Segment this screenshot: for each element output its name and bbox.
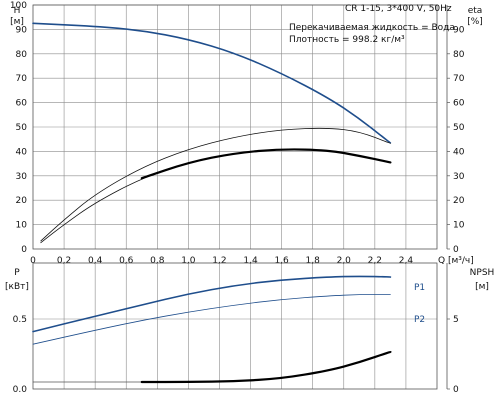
chart-info-density: Плотность = 998.2 кг/м³	[289, 35, 405, 45]
top-y-right-tick-9: 90	[453, 25, 465, 35]
top-y-right-tick-4: 40	[453, 147, 465, 157]
top-y-right-tick-0: 0	[453, 245, 459, 255]
top-plot-frame	[32, 4, 438, 250]
top-y-left-tick-10: 100	[10, 1, 27, 11]
top-y-left-tick-6: 60	[16, 99, 28, 109]
top-x-tick-7: 1,4	[243, 256, 258, 266]
top-y-left-unit: [м]	[10, 17, 24, 27]
top-x-tick-6: 1,2	[212, 256, 226, 266]
top-series-head	[32, 22, 392, 144]
bottom-y-left-label: P	[14, 268, 20, 278]
top-y-left-tick-8: 80	[16, 50, 28, 60]
bottom-plot-frame	[32, 262, 438, 390]
top-y-right-tick-8: 80	[453, 50, 465, 60]
top-series	[32, 22, 392, 244]
series-label-p2: P2	[414, 315, 425, 325]
bottom-y-right-tick-1: 5	[453, 315, 459, 325]
top-y-right-label: eta	[468, 6, 483, 16]
bottom-frame	[32, 262, 448, 390]
top-y-right-tick-7: 70	[453, 74, 465, 84]
bottom-grid	[33, 263, 437, 389]
bottom-y-right-tick-0: 0	[453, 385, 459, 395]
top-y-left-tick-7: 70	[16, 74, 28, 84]
top-y-left-tick-4: 40	[16, 147, 28, 157]
top-x-tick-11: 2,2	[368, 256, 382, 266]
bottom-y-right-unit: [м]	[475, 282, 489, 292]
top-series-eta-bold	[140, 148, 392, 180]
top-y-left-tick-1: 10	[16, 221, 28, 231]
chart-info-model: CR 1-15, 3*400 V, 50Hz	[345, 4, 452, 14]
top-axes: 0 10 20 30 40 50 60 70 80 90 100 0 10 20 30 40 50 60 70 80 9…	[10, 1, 465, 266]
top-x-tick-2: 0,4	[88, 256, 103, 266]
chart-info-liquid: Перекачиваемая жидкость = Вода	[289, 23, 455, 33]
top-y-right-tick-5: 50	[453, 123, 465, 133]
top-y-right-tick-1: 10	[453, 221, 465, 231]
x-axis-label: Q [м³/ч]	[438, 256, 474, 266]
top-x-tick-10: 2,0	[337, 256, 352, 266]
top-x-tick-5: 1,0	[181, 256, 196, 266]
top-x-tick-12: 2,4	[399, 256, 414, 266]
top-x-tick-4: 0,8	[150, 256, 165, 266]
top-x-tick-3: 0,6	[119, 256, 134, 266]
top-x-tick-8: 1,6	[274, 256, 289, 266]
top-y-left-label: H	[14, 6, 21, 16]
bottom-y-left-tick-0: 0.0	[13, 385, 28, 395]
top-y-right-unit: [%]	[467, 17, 483, 27]
top-series-eta-thin-upper	[40, 127, 391, 242]
top-y-left-tick-0: 0	[21, 245, 27, 255]
bottom-series-P1	[32, 275, 392, 333]
top-x-tick-9: 1,8	[306, 256, 321, 266]
top-x-tick-0: 0	[30, 256, 36, 266]
top-y-left-tick-9: 90	[16, 25, 28, 35]
bottom-y-left-tick-1: 0.5	[13, 315, 27, 325]
bottom-axes: 0.0 0.5 0 5	[13, 315, 459, 395]
top-series-eta-thin-lower	[40, 149, 391, 244]
series-label-p1: P1	[414, 283, 425, 293]
top-y-left-tick-5: 50	[16, 123, 28, 133]
top-y-right-tick-3: 30	[453, 172, 465, 182]
top-y-left-tick-3: 30	[16, 172, 28, 182]
top-y-right-tick-6: 60	[453, 99, 465, 109]
bottom-series	[32, 275, 392, 384]
top-y-right-tick-2: 20	[453, 196, 465, 206]
bottom-series-P2	[32, 294, 391, 345]
bottom-series-npsh-bold	[140, 350, 392, 384]
bottom-y-right-label: NPSH	[470, 268, 495, 278]
bottom-y-left-unit: [кВт]	[5, 282, 29, 292]
top-y-left-tick-2: 20	[16, 196, 28, 206]
top-x-tick-1: 0,2	[57, 256, 71, 266]
